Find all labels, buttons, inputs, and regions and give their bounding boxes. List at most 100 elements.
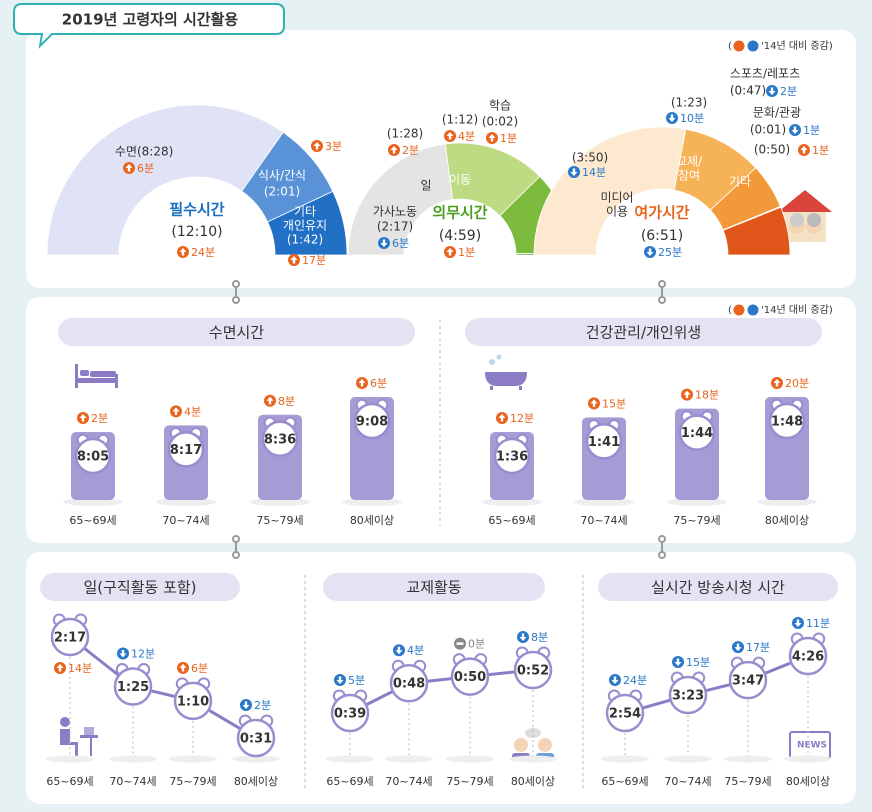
legend-icon [733, 304, 745, 316]
change-label: 1분 [458, 246, 475, 259]
item-name: 식사/간식 [258, 169, 306, 183]
clock [788, 636, 828, 676]
change-label: 6분 [392, 237, 409, 250]
clock-value: 2:54 [609, 707, 641, 722]
section-title: 일(구직활동 포함) [83, 579, 196, 597]
clock-value: 0:39 [334, 707, 366, 722]
change-label: 15분 [686, 656, 710, 669]
change-label: 17분 [302, 254, 326, 267]
change-arrow [395, 646, 403, 655]
change-arrow [125, 164, 133, 172]
trend-line [349, 668, 534, 715]
change-label: 6분 [191, 662, 208, 675]
age-label: 75~79세 [724, 775, 771, 788]
item-time: (0:47) [730, 84, 766, 98]
clock [768, 402, 806, 440]
item-name: 스포츠/레포츠 [730, 67, 800, 81]
clock [389, 663, 429, 703]
change-arrow [79, 414, 87, 422]
clock-value: 0:31 [240, 732, 272, 747]
item-name: 참여 [678, 169, 700, 183]
clock [728, 660, 768, 700]
section-title: 실시간 방송시청 시간 [651, 579, 785, 597]
change-label: 17분 [746, 641, 770, 654]
item-time: (8:28) [137, 145, 173, 159]
change-label: 20분 [785, 377, 809, 390]
age-label: 65~69세 [601, 775, 648, 788]
item-name: 이동 [449, 173, 471, 187]
change-arrow [119, 650, 127, 658]
section-header [40, 573, 240, 601]
item-name: 학습 [489, 99, 511, 113]
ground [232, 755, 280, 763]
clock [513, 650, 553, 690]
change-arrow [488, 134, 496, 142]
change-label: 2분 [780, 85, 797, 98]
item-time: (0:02) [482, 115, 518, 129]
legend-text: '14년 대비 증감) [761, 304, 833, 316]
change-arrow [498, 414, 506, 422]
age-label: 65~69세 [488, 514, 535, 527]
age-label: 70~74세 [664, 775, 711, 788]
clock-value: 0:50 [454, 670, 486, 685]
ground [169, 755, 217, 763]
item-time: (2:01) [264, 185, 300, 199]
ground [784, 755, 832, 763]
item-name: 교제/ [676, 155, 703, 169]
clock [261, 420, 299, 458]
age-label: 70~74세 [162, 514, 209, 527]
change-arrow [734, 643, 742, 652]
change-arrow [800, 146, 808, 154]
clock [173, 681, 213, 721]
change-arrow [446, 248, 454, 256]
change-label: 2분 [402, 144, 419, 157]
ground [724, 755, 772, 763]
age-label: 75~79세 [446, 775, 493, 788]
clock-value: 1:25 [117, 680, 149, 695]
clock-value: 0:52 [517, 664, 549, 679]
clock [605, 693, 645, 733]
change-label: 1분 [812, 144, 829, 157]
change-label: 3분 [325, 140, 342, 153]
legend-prefix: ( [728, 305, 732, 316]
section-title: 건강관리/개인위생 [586, 324, 701, 342]
clock-value: 8:05 [77, 450, 109, 465]
title-tab [13, 3, 285, 49]
ground [46, 755, 94, 763]
age-label: 80세이상 [786, 775, 830, 788]
age-label: 70~74세 [109, 775, 156, 788]
panel-trends [26, 552, 856, 804]
legend-icon [747, 40, 759, 52]
change-label: 8분 [531, 631, 548, 644]
change-label: 12분 [131, 648, 155, 661]
age-label: 80세이상 [765, 514, 809, 527]
time-segment [722, 206, 791, 256]
clock-value: 9:08 [356, 415, 388, 430]
age-label: 80세이상 [511, 775, 555, 788]
change-arrow [242, 701, 250, 709]
item-name: 이용 [606, 205, 628, 219]
clock [493, 437, 531, 475]
legend-icon [747, 304, 759, 316]
change-label: 1분 [500, 132, 517, 145]
worker-icon [60, 717, 98, 756]
group-title: 여가시간 [634, 204, 689, 222]
change-label: 24분 [623, 674, 647, 687]
clock-value: 8:36 [264, 432, 296, 447]
section-header [58, 318, 415, 346]
legend-text: '14년 대비 증감) [761, 40, 833, 52]
change-label: 4분 [458, 130, 475, 143]
item-time: (1:28) [387, 127, 423, 141]
change-label: 4분 [184, 405, 201, 418]
change-arrow [674, 658, 682, 667]
time-segment [533, 126, 687, 256]
clock-value: 8:17 [170, 443, 202, 458]
change-arrow [519, 633, 527, 641]
change-arrow [570, 168, 578, 176]
age-label: 70~74세 [580, 514, 627, 527]
item-name: 기타 [294, 205, 316, 219]
change-label: 2분 [91, 412, 108, 425]
change-label: 24분 [191, 246, 215, 259]
change-arrow [172, 407, 180, 415]
change-arrow [456, 642, 464, 645]
